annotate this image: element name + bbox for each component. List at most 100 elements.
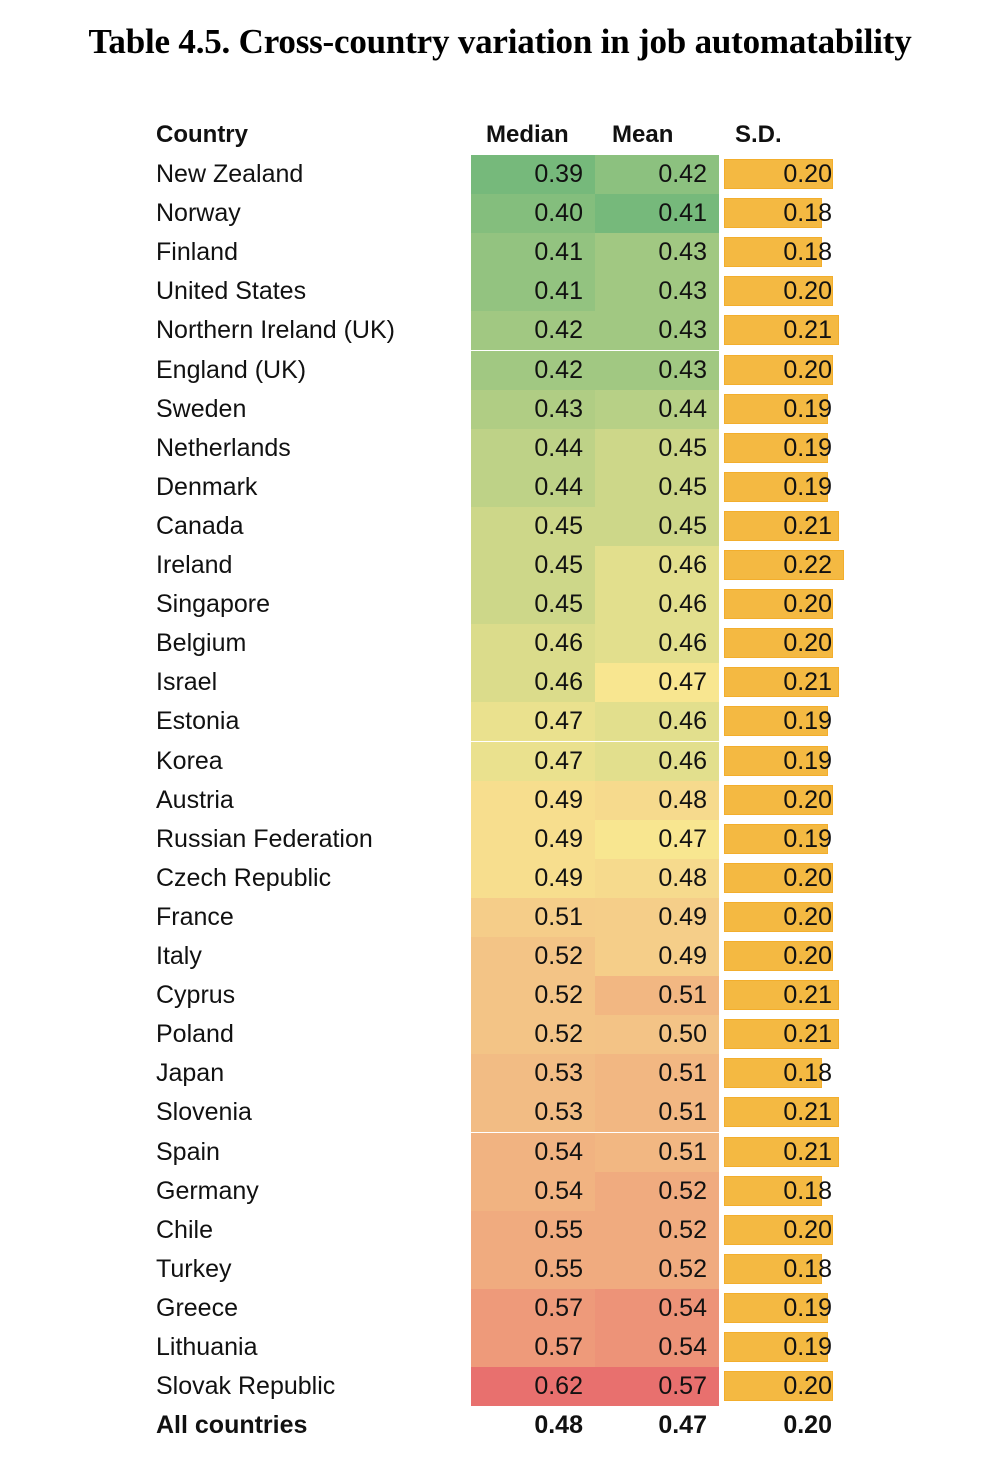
country-name: Russian Federation xyxy=(156,824,373,853)
sd-value: 0.20 xyxy=(783,355,832,384)
sd-value: 0.20 xyxy=(783,160,832,188)
mean-cell: 0.45 xyxy=(595,467,719,507)
table-row: Denmark 0.44 0.45 0.19 xyxy=(0,467,1000,507)
table-row: Korea 0.47 0.46 0.19 xyxy=(0,741,1000,781)
sd-data-bar xyxy=(724,1058,823,1089)
mean-value: 0.45 xyxy=(658,472,707,501)
mean-cell: 0.51 xyxy=(595,1054,719,1094)
table-row: Belgium 0.46 0.46 0.20 xyxy=(0,624,1000,664)
sd-value: 0.19 xyxy=(783,1333,832,1361)
mean-cell: 0.48 xyxy=(595,858,719,898)
table-row: Netherlands 0.44 0.45 0.19 xyxy=(0,428,1000,468)
country-name: Canada xyxy=(156,511,244,540)
sd-value: 0.20 xyxy=(783,863,832,892)
median-cell: 0.55 xyxy=(471,1210,595,1250)
sd-value: 0.20 xyxy=(783,785,832,814)
median-cell: 0.41 xyxy=(471,272,595,312)
mean-cell: 0.43 xyxy=(595,272,719,312)
country-name: Cyprus xyxy=(156,981,236,1010)
mean-value: 0.51 xyxy=(658,981,707,1010)
table-row: Slovenia 0.53 0.51 0.21 xyxy=(0,1093,1000,1133)
sd-cell: 0.19 xyxy=(724,1328,854,1367)
median-value: 0.53 xyxy=(534,1098,583,1127)
sd-value: 0.21 xyxy=(783,668,832,697)
median-cell: 0.41 xyxy=(471,233,595,273)
mean-cell: 0.52 xyxy=(595,1171,719,1211)
sd-value: 0.20 xyxy=(783,629,832,658)
median-value: 0.54 xyxy=(534,1137,583,1166)
median-value: 0.62 xyxy=(534,1372,583,1401)
sd-value: 0.21 xyxy=(783,1137,832,1166)
country-name: Poland xyxy=(156,1020,234,1049)
median-value: 0.52 xyxy=(534,942,583,970)
sd-cell: 0.20 xyxy=(724,351,854,390)
sd-data-bar xyxy=(724,471,828,502)
median-cell: 0.46 xyxy=(471,663,595,703)
median-cell: 0.42 xyxy=(471,350,595,390)
sd-cell: 0.20 xyxy=(724,937,854,976)
country-name: Slovenia xyxy=(156,1098,252,1127)
sd-data-bar xyxy=(724,1136,839,1167)
sd-cell: 0.20 xyxy=(724,1367,854,1406)
mean-value: 0.51 xyxy=(658,1098,707,1127)
median-value: 0.44 xyxy=(534,472,583,501)
mean-cell: 0.51 xyxy=(595,1132,719,1172)
mean-value: 0.52 xyxy=(658,1215,707,1244)
median-cell: 0.45 xyxy=(471,546,595,585)
median-value: 0.51 xyxy=(534,902,583,931)
table-row: Estonia 0.47 0.46 0.19 xyxy=(0,702,1000,742)
median-cell: 0.54 xyxy=(471,1171,595,1211)
sd-cell: 0.20 xyxy=(724,624,854,663)
mean-cell: 0.54 xyxy=(595,1328,719,1367)
median-value: 0.45 xyxy=(534,511,583,540)
sd-value: 0.20 xyxy=(783,902,832,931)
median-cell: 0.47 xyxy=(471,702,595,742)
sd-cell: 0.18 xyxy=(724,1172,854,1211)
mean-cell: 0.44 xyxy=(595,389,719,429)
mean-value: 0.43 xyxy=(658,355,707,384)
sd-data-bar xyxy=(724,980,839,1011)
sd-value: 0.20 xyxy=(783,942,832,970)
median-cell: 0.45 xyxy=(471,506,595,546)
mean-cell: 0.46 xyxy=(595,702,719,742)
mean-value: 0.52 xyxy=(658,1254,707,1283)
median-value: 0.52 xyxy=(534,1020,583,1049)
median-cell: 0.45 xyxy=(471,585,595,625)
country-name: Spain xyxy=(156,1137,220,1166)
sd-value: 0.18 xyxy=(783,1176,832,1205)
sd-data-bar xyxy=(724,1097,839,1128)
sd-data-bar xyxy=(724,862,834,893)
median-value: 0.42 xyxy=(534,355,583,384)
mean-cell: 0.42 xyxy=(595,155,719,194)
table-row: Israel 0.46 0.47 0.21 xyxy=(0,663,1000,703)
country-name: Ireland xyxy=(156,551,233,579)
median-cell: 0.54 xyxy=(471,1132,595,1172)
sd-cell: 0.20 xyxy=(724,1406,854,1445)
mean-cell: 0.49 xyxy=(595,937,719,976)
table-row: Italy 0.52 0.49 0.20 xyxy=(0,937,1000,976)
table-row: United States 0.41 0.43 0.20 xyxy=(0,272,1000,312)
mean-cell: 0.46 xyxy=(595,624,719,664)
country-name: Chile xyxy=(156,1215,213,1244)
sd-cell: 0.19 xyxy=(724,468,854,507)
table-row: Japan 0.53 0.51 0.18 xyxy=(0,1054,1000,1094)
mean-value: 0.47 xyxy=(658,1411,707,1440)
country-name: Italy xyxy=(156,942,202,970)
median-cell: 0.43 xyxy=(471,389,595,429)
sd-value: 0.21 xyxy=(783,1098,832,1127)
median-cell: 0.49 xyxy=(471,858,595,898)
country-name: All countries xyxy=(156,1411,308,1440)
sd-value: 0.22 xyxy=(783,551,832,579)
sd-data-bar xyxy=(724,1292,828,1323)
mean-value: 0.43 xyxy=(658,238,707,267)
mean-value: 0.48 xyxy=(658,785,707,814)
mean-value: 0.49 xyxy=(658,942,707,970)
sd-cell: 0.18 xyxy=(724,1054,854,1093)
median-cell: 0.51 xyxy=(471,897,595,937)
median-value: 0.49 xyxy=(534,785,583,814)
mean-value: 0.45 xyxy=(658,433,707,462)
mean-value: 0.43 xyxy=(658,277,707,306)
mean-cell: 0.46 xyxy=(595,741,719,781)
mean-cell: 0.43 xyxy=(595,233,719,273)
mean-cell: 0.47 xyxy=(595,819,719,859)
